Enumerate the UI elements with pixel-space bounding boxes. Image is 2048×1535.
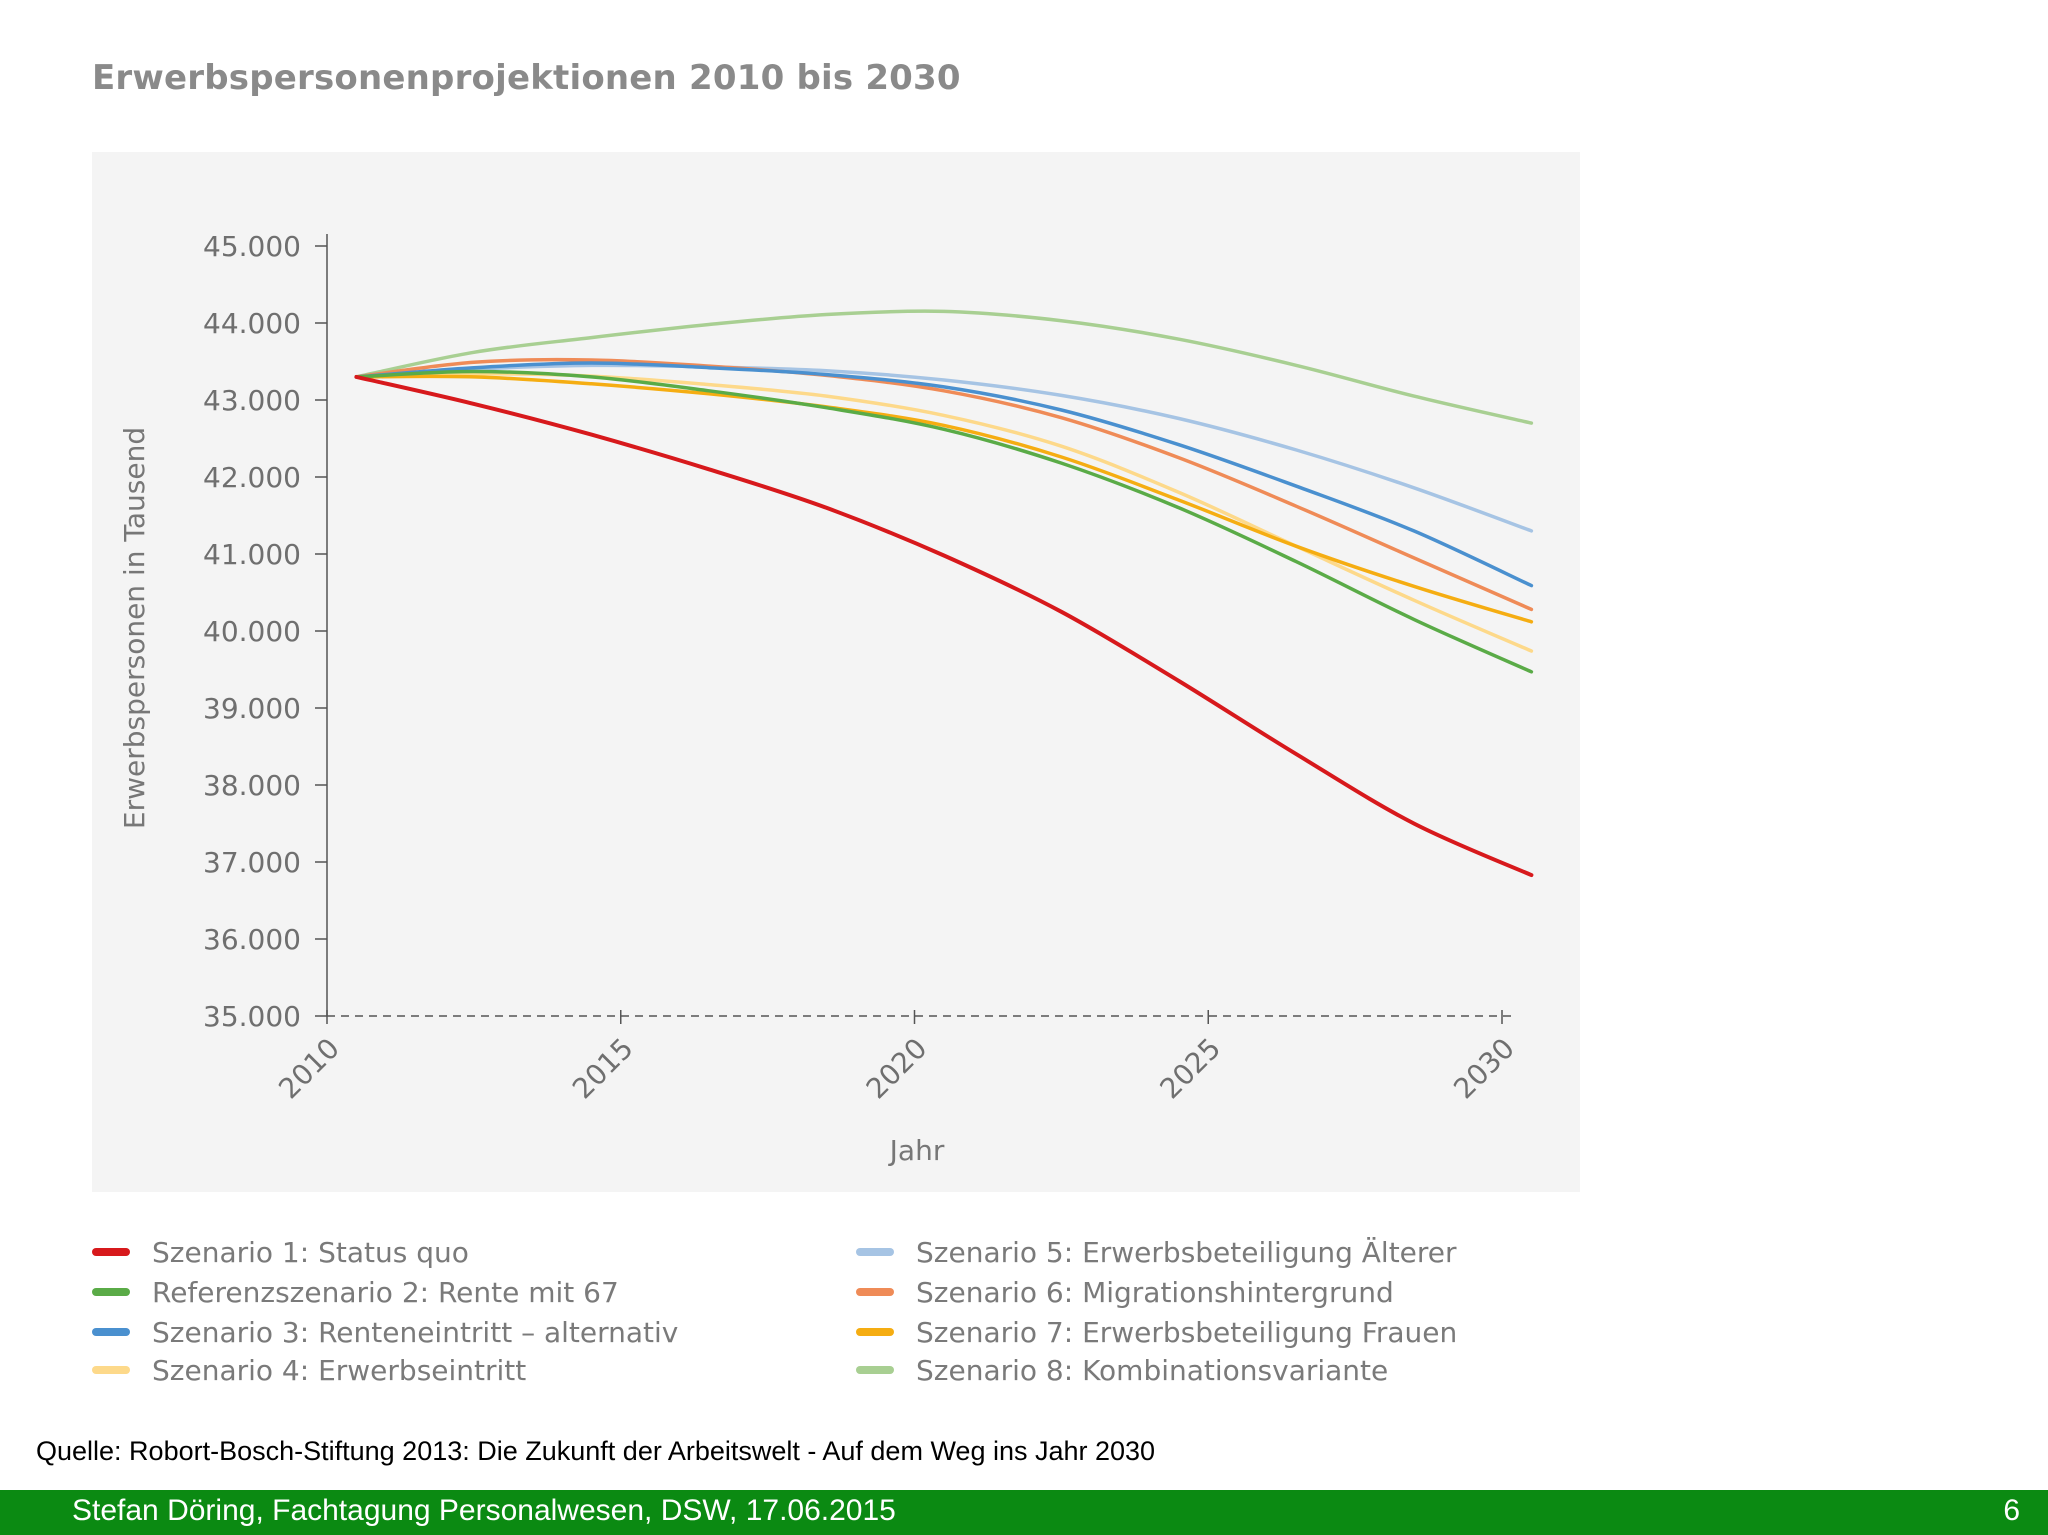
legend-item-8: Szenario 8: Kombinationsvariante (856, 1350, 1388, 1390)
x-axis-title: Jahr (888, 1134, 945, 1167)
legend-item-7: Szenario 7: Erwerbsbeteiligung Frauen (856, 1312, 1457, 1352)
series-lines (354, 309, 1534, 878)
x-tick-label: 2030 (1447, 1032, 1521, 1106)
legend-item-6: Szenario 6: Migrationshintergrund (856, 1272, 1394, 1312)
y-axis-title: Erwerbspersonen in Tausend (118, 427, 151, 829)
line-chart: 35.000 36.000 37.000 38.000 39.000 40.000 41.0… (118, 230, 1534, 1167)
legend-swatch (856, 1366, 894, 1374)
legend-label: Szenario 3: Renteneintritt – alternativ (152, 1315, 679, 1349)
legend-swatch (92, 1366, 130, 1374)
legend-item-4: Szenario 4: Erwerbseintritt (92, 1350, 526, 1390)
series-line-6 (354, 357, 1534, 612)
series-line-1 (354, 374, 1534, 878)
y-tick-label: 38.000 (203, 769, 301, 802)
y-tick-label: 36.000 (203, 923, 301, 956)
chart-panel: 35.000 36.000 37.000 38.000 39.000 40.000 41.0… (92, 152, 1580, 1192)
footer-text: Stefan Döring, Fachtagung Personalwesen,… (72, 1494, 896, 1527)
footer-bar: Stefan Döring, Fachtagung Personalwesen,… (0, 1490, 2048, 1535)
source-note: Quelle: Robort-Bosch-Stiftung 2013: Die … (36, 1436, 1156, 1466)
legend-item-1: Szenario 1: Status quo (92, 1232, 469, 1272)
y-tick-label: 37.000 (203, 846, 301, 879)
legend-label: Szenario 4: Erwerbseintritt (152, 1353, 527, 1387)
legend-swatch (856, 1288, 894, 1296)
series-line-3 (354, 361, 1534, 588)
legend-label: Szenario 7: Erwerbsbeteiligung Frauen (916, 1315, 1458, 1349)
axes: 35.000 36.000 37.000 38.000 39.000 40.000 41.0… (203, 230, 1521, 1105)
x-tick-label: 2020 (860, 1032, 934, 1106)
series-line-4 (354, 372, 1534, 653)
legend-label: Szenario 5: Erwerbsbeteiligung Älterer (916, 1235, 1457, 1269)
legend-swatch (92, 1288, 130, 1296)
y-tick-label: 43.000 (203, 384, 301, 417)
chart-legend: Szenario 1: Status quo Referenzszenario 2… (92, 1232, 1632, 1392)
slide-title: Erwerbspersonenprojektionen 2010 bis 203… (92, 58, 961, 98)
legend-swatch (92, 1328, 130, 1336)
legend-item-3: Szenario 3: Renteneintritt – alternativ (92, 1312, 678, 1352)
y-tick-label: 41.000 (203, 538, 301, 571)
x-tick-label: 2015 (566, 1032, 640, 1106)
legend-label: Szenario 6: Migrationshintergrund (916, 1275, 1394, 1309)
page-number: 6 (2003, 1494, 2020, 1527)
y-tick-label: 45.000 (203, 230, 301, 263)
legend-swatch (856, 1328, 894, 1336)
y-tick-label: 44.000 (203, 307, 301, 340)
series-line-2 (354, 369, 1534, 674)
y-tick-label: 42.000 (203, 461, 301, 494)
y-tick-label: 35.000 (203, 1000, 301, 1033)
y-tick-label: 40.000 (203, 615, 301, 648)
legend-swatch (856, 1248, 894, 1256)
x-tick-label: 2025 (1153, 1032, 1227, 1106)
legend-item-5: Szenario 5: Erwerbsbeteiligung Älterer (856, 1232, 1457, 1272)
x-tick-label: 2010 (272, 1032, 346, 1106)
legend-item-2: Referenzszenario 2: Rente mit 67 (92, 1272, 619, 1312)
series-line-8 (354, 309, 1534, 425)
legend-label: Szenario 1: Status quo (152, 1235, 469, 1269)
legend-label: Szenario 8: Kombinationsvariante (916, 1353, 1389, 1387)
legend-swatch (92, 1248, 130, 1256)
series-line-7 (354, 374, 1534, 624)
legend-label: Referenzszenario 2: Rente mit 67 (152, 1275, 619, 1309)
series-line-5 (354, 363, 1534, 533)
y-tick-label: 39.000 (203, 692, 301, 725)
